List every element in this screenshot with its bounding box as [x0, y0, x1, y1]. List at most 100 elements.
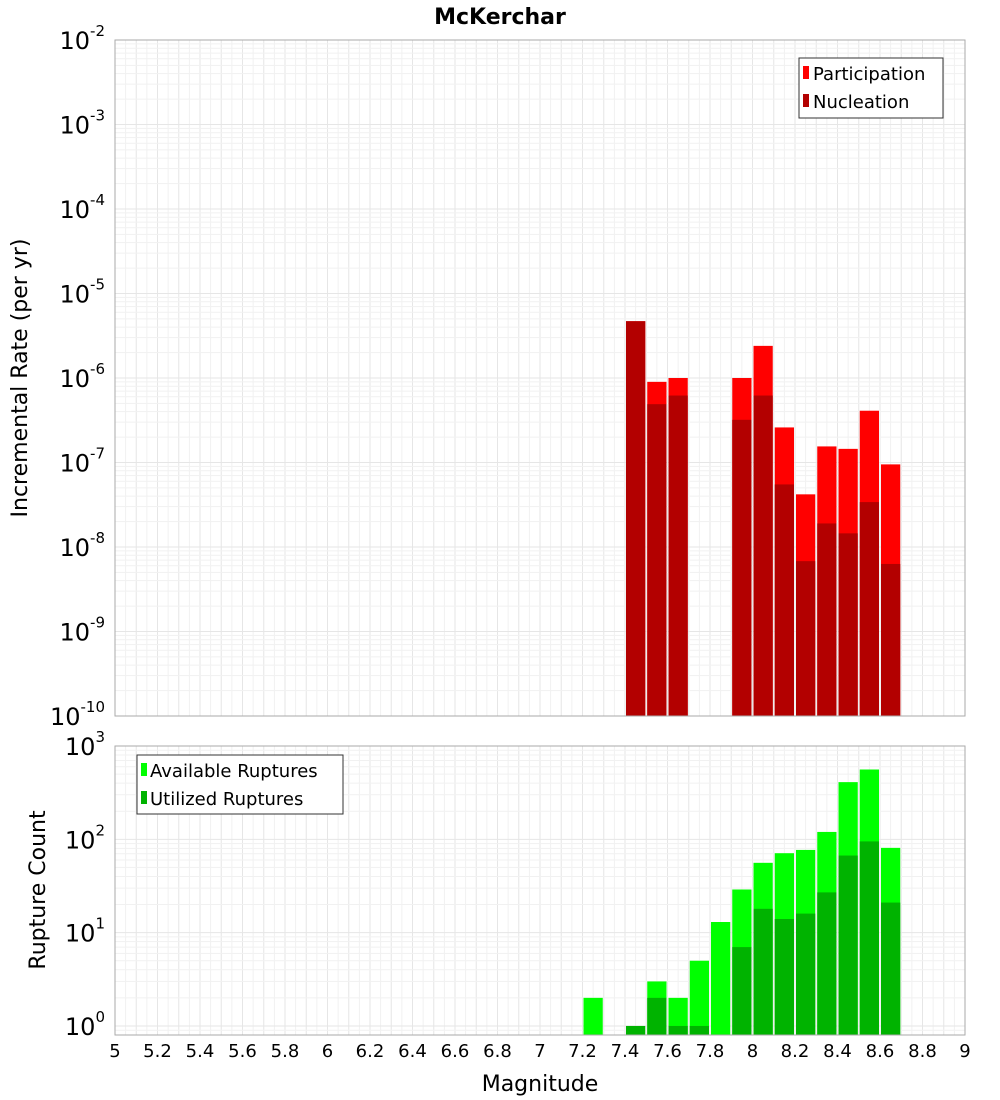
top-y-tick-label: 10-8 — [59, 529, 105, 562]
legend-label-utilized: Utilized Ruptures — [150, 789, 303, 810]
y-tick-exponent: -7 — [90, 445, 105, 463]
bottom-bar-utilized — [689, 1025, 709, 1035]
x-tick-label: 7.2 — [568, 1041, 597, 1062]
bottom-bar-utilized — [753, 908, 773, 1035]
legend-swatch-participation — [803, 66, 809, 79]
x-tick-label: 5.6 — [228, 1041, 257, 1062]
top-bar-nucleation — [881, 563, 901, 716]
x-tick-label: 6.6 — [441, 1041, 470, 1062]
y-tick-base: 10 — [59, 619, 90, 647]
x-tick-labels: 5 5.2 5.4 5.6 5.8 6 6.2 6.4 6.6 6.8 7 7.2 7.4 7.6 7.8 8… — [109, 1041, 970, 1062]
bottom-bar-utilized — [881, 902, 901, 1035]
top-bar-nucleation — [838, 533, 858, 716]
legend-label-available: Available Ruptures — [150, 761, 318, 782]
y-tick-base: 10 — [65, 826, 96, 854]
bottom-plot-frame — [114, 745, 966, 1036]
x-tick-label: 7.6 — [653, 1041, 682, 1062]
top-bar-nucleation — [817, 523, 837, 716]
legend-swatch-utilized — [141, 791, 147, 804]
bottom-bar-available — [689, 960, 709, 1035]
x-tick-label: 7.8 — [696, 1041, 725, 1062]
top-bar-nucleation — [753, 395, 773, 716]
bottom-y-tick-label: 101 — [65, 915, 105, 948]
top-y-tick-label: 10-4 — [59, 191, 105, 224]
bottom-bar-utilized — [647, 997, 667, 1035]
x-tick-label: 6.4 — [398, 1041, 427, 1062]
x-tick-label: 8.6 — [866, 1041, 895, 1062]
x-tick-label: 8 — [747, 1041, 758, 1062]
y-tick-base: 10 — [59, 281, 90, 309]
top-y-tick-label: 10-5 — [59, 276, 105, 309]
top-gridlines — [114, 39, 966, 717]
x-tick-label: 5.8 — [271, 1041, 300, 1062]
x-tick-label: 7.4 — [611, 1041, 640, 1062]
y-tick-base: 10 — [50, 703, 81, 731]
x-tick-label: 6 — [322, 1041, 333, 1062]
bottom-bar-utilized — [796, 913, 816, 1035]
y-tick-base: 10 — [59, 196, 90, 224]
chart-title: McKerchar — [434, 5, 566, 30]
top-y-axis-label: Incremental Rate (per yr) — [8, 239, 33, 518]
top-bar-nucleation — [626, 321, 646, 716]
bottom-bar-utilized — [668, 1025, 688, 1035]
x-tick-label: 8.4 — [823, 1041, 852, 1062]
x-tick-label: 7 — [534, 1041, 545, 1062]
top-y-tick-label: 10-2 — [59, 22, 105, 55]
bottom-bar-available — [711, 922, 731, 1035]
y-tick-exponent: 1 — [95, 915, 105, 933]
x-tick-label: 8.2 — [781, 1041, 810, 1062]
x-tick-label: 6.8 — [483, 1041, 512, 1062]
x-tick-label: 9 — [959, 1041, 970, 1062]
top-bar-nucleation — [774, 484, 794, 716]
y-tick-exponent: -4 — [90, 191, 105, 209]
legend-label-participation: Participation — [813, 64, 925, 85]
y-tick-base: 10 — [65, 1013, 96, 1041]
top-y-tick-label: 10-6 — [59, 360, 105, 393]
top-bars — [626, 321, 901, 716]
y-tick-exponent: -5 — [90, 276, 105, 294]
y-tick-base: 10 — [65, 920, 96, 948]
legend-swatch-nucleation — [803, 94, 809, 107]
y-tick-exponent: 2 — [95, 821, 105, 839]
y-tick-base: 10 — [59, 450, 90, 478]
x-tick-label: 8.8 — [908, 1041, 937, 1062]
bottom-bar-available — [668, 997, 688, 1035]
top-y-tick-label: 10-9 — [59, 614, 105, 647]
top-legend-box — [798, 57, 944, 119]
legend-swatch-available — [141, 763, 147, 776]
x-tick-label: 5.4 — [186, 1041, 215, 1062]
bottom-y-tick-label: 100 — [65, 1008, 105, 1041]
x-axis-label: Magnitude — [482, 1072, 599, 1097]
bottom-y-tick-label: 103 — [65, 728, 105, 761]
legend-label-nucleation: Nucleation — [813, 92, 909, 113]
top-y-tick-label: 10-3 — [59, 107, 105, 140]
bottom-y-axis-label: Rupture Count — [26, 810, 51, 970]
y-tick-exponent: -10 — [81, 698, 106, 716]
top-legend: Participation Nucleation — [798, 57, 944, 119]
y-tick-base: 10 — [59, 27, 90, 55]
y-tick-exponent: 3 — [95, 728, 105, 746]
bottom-legend-box — [136, 754, 344, 815]
y-tick-base: 10 — [59, 534, 90, 562]
bottom-bar-utilized — [626, 1025, 646, 1035]
bottom-bar-utilized — [774, 919, 794, 1035]
y-tick-exponent: -2 — [90, 22, 105, 40]
bottom-bar-utilized — [732, 947, 752, 1035]
bottom-bar-utilized — [859, 841, 879, 1035]
top-bar-nucleation — [668, 395, 688, 716]
top-y-tick-label: 10-7 — [59, 445, 105, 478]
bottom-bar-utilized — [817, 892, 837, 1035]
bottom-y-tick-label: 102 — [65, 821, 105, 854]
y-tick-exponent: -3 — [90, 107, 105, 125]
top-bar-nucleation — [647, 404, 667, 716]
y-tick-base: 10 — [59, 112, 90, 140]
y-tick-base: 10 — [65, 733, 96, 761]
y-tick-exponent: -6 — [90, 360, 105, 378]
y-tick-exponent: -8 — [90, 529, 105, 547]
x-tick-label: 5.2 — [143, 1041, 172, 1062]
top-bar-nucleation — [796, 561, 816, 716]
